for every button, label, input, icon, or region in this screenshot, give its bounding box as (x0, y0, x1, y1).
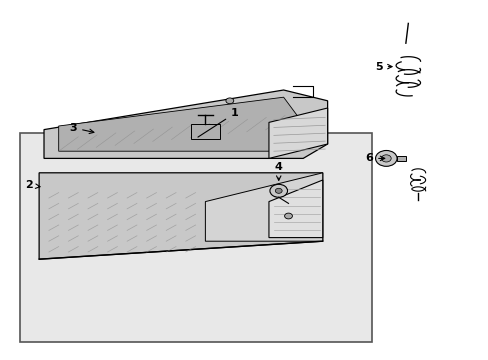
Circle shape (375, 150, 396, 166)
Text: 3: 3 (69, 123, 94, 134)
Polygon shape (268, 180, 322, 238)
Circle shape (284, 213, 292, 219)
Polygon shape (268, 108, 327, 158)
Circle shape (225, 98, 233, 104)
Text: 5: 5 (374, 62, 391, 72)
Text: 1: 1 (198, 108, 238, 137)
Text: 2: 2 (25, 180, 40, 190)
Polygon shape (59, 97, 312, 151)
Circle shape (275, 188, 282, 193)
Polygon shape (39, 173, 322, 259)
Text: 6: 6 (365, 153, 384, 163)
Polygon shape (396, 156, 405, 161)
Polygon shape (190, 124, 220, 139)
Text: 4: 4 (274, 162, 282, 180)
Polygon shape (205, 173, 322, 241)
Circle shape (381, 155, 390, 162)
Polygon shape (44, 90, 327, 158)
Circle shape (269, 184, 287, 197)
FancyBboxPatch shape (20, 133, 371, 342)
